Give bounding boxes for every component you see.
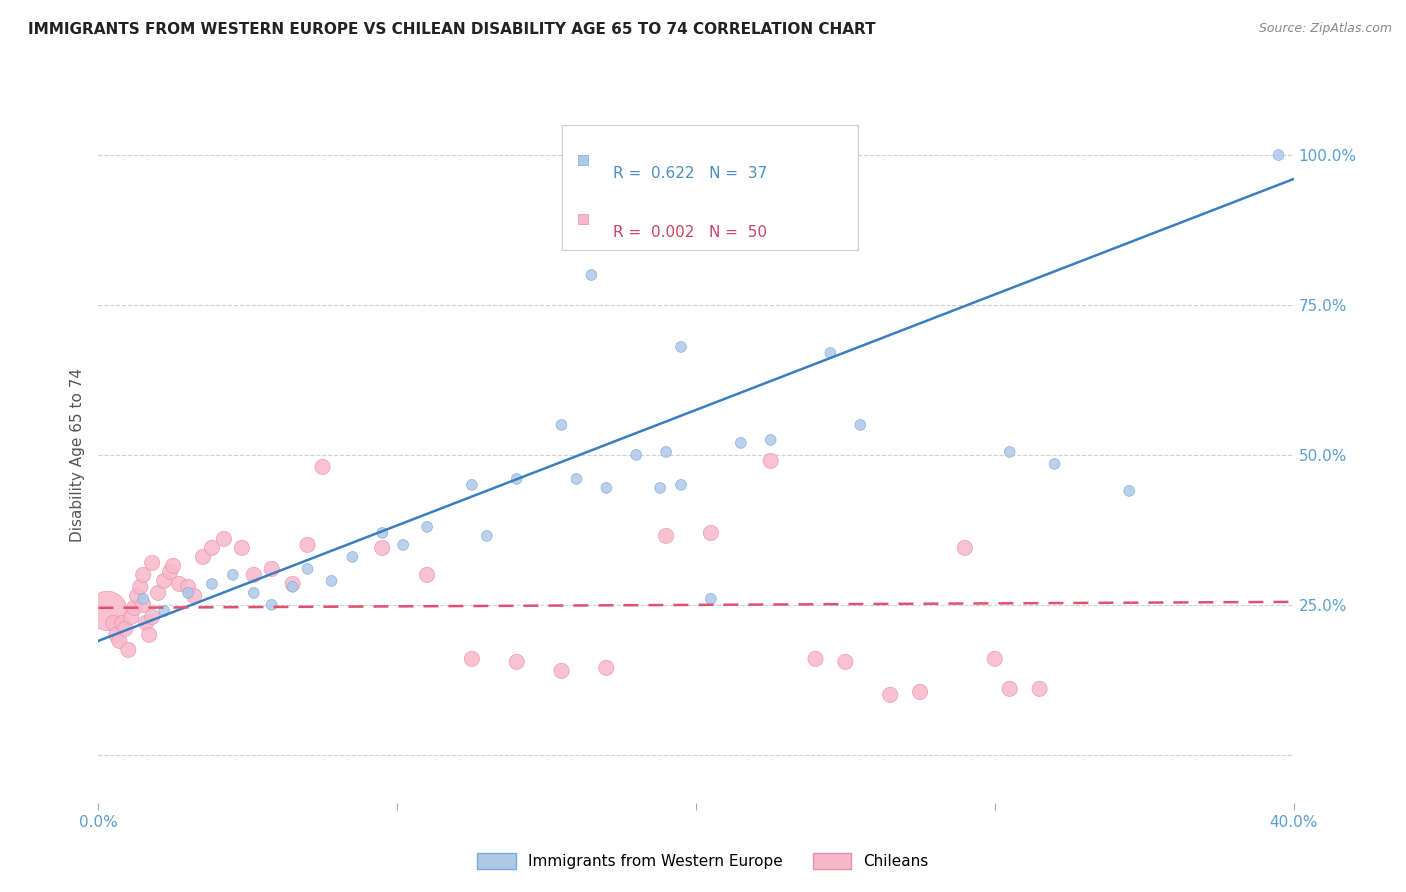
Point xyxy=(177,586,200,600)
Point xyxy=(120,610,142,624)
Point xyxy=(148,586,170,600)
Point xyxy=(311,459,333,474)
Point xyxy=(416,520,439,534)
Point xyxy=(700,525,723,540)
Point xyxy=(953,541,976,555)
Point xyxy=(998,445,1021,459)
Point xyxy=(281,580,304,594)
Point xyxy=(581,268,603,282)
Point xyxy=(111,615,134,630)
Point xyxy=(730,148,752,162)
Point xyxy=(759,433,782,447)
Point xyxy=(624,448,647,462)
Point xyxy=(655,445,678,459)
Point xyxy=(730,436,752,450)
Point xyxy=(114,622,136,636)
Legend: Immigrants from Western Europe, Chileans: Immigrants from Western Europe, Chileans xyxy=(471,847,935,875)
Point xyxy=(572,153,595,167)
Point xyxy=(461,478,484,492)
Point xyxy=(834,655,856,669)
Point xyxy=(297,562,319,576)
Point xyxy=(983,652,1005,666)
Point xyxy=(132,567,155,582)
Point xyxy=(669,478,692,492)
Point xyxy=(231,541,253,555)
Point xyxy=(105,628,128,642)
Point xyxy=(260,562,283,576)
Point xyxy=(1028,681,1050,696)
Text: R =  0.622   N =  37: R = 0.622 N = 37 xyxy=(613,166,766,181)
Point xyxy=(572,211,595,226)
Point xyxy=(222,567,245,582)
Point xyxy=(201,577,224,591)
Point xyxy=(167,577,190,591)
Point xyxy=(1267,148,1289,162)
Point xyxy=(461,652,484,666)
Point xyxy=(281,577,304,591)
Point xyxy=(177,580,200,594)
Point xyxy=(550,664,572,678)
Point xyxy=(260,598,283,612)
Point xyxy=(243,567,266,582)
Point xyxy=(759,454,782,468)
Point xyxy=(998,681,1021,696)
Point xyxy=(655,529,678,543)
Point xyxy=(127,589,149,603)
Point xyxy=(392,538,415,552)
Point xyxy=(141,556,163,570)
Point xyxy=(595,481,617,495)
Point xyxy=(162,558,184,573)
Point xyxy=(96,604,118,618)
Point xyxy=(212,532,235,546)
Y-axis label: Disability Age 65 to 74: Disability Age 65 to 74 xyxy=(69,368,84,542)
Point xyxy=(135,615,157,630)
Point xyxy=(138,628,160,642)
Point xyxy=(700,591,723,606)
Text: Source: ZipAtlas.com: Source: ZipAtlas.com xyxy=(1258,22,1392,36)
Point xyxy=(141,610,163,624)
Point xyxy=(201,541,224,555)
Point xyxy=(159,565,181,579)
Point xyxy=(132,598,155,612)
Point xyxy=(371,541,394,555)
Point xyxy=(820,346,842,360)
Point xyxy=(191,549,214,564)
Text: R =  0.002   N =  50: R = 0.002 N = 50 xyxy=(613,225,766,240)
Point xyxy=(371,525,394,540)
Point xyxy=(908,685,931,699)
Point xyxy=(124,600,146,615)
Point xyxy=(506,655,529,669)
Point xyxy=(648,481,672,495)
Point xyxy=(342,549,364,564)
Point xyxy=(849,417,872,432)
Point xyxy=(108,633,131,648)
Point xyxy=(1118,483,1140,498)
Text: IMMIGRANTS FROM WESTERN EUROPE VS CHILEAN DISABILITY AGE 65 TO 74 CORRELATION CH: IMMIGRANTS FROM WESTERN EUROPE VS CHILEA… xyxy=(28,22,876,37)
Point xyxy=(804,652,827,666)
Point xyxy=(879,688,901,702)
Point xyxy=(321,574,343,588)
Point xyxy=(475,529,498,543)
Point xyxy=(700,148,723,162)
Point xyxy=(117,643,139,657)
Point xyxy=(565,472,588,486)
Point xyxy=(1043,457,1066,471)
Point xyxy=(669,340,692,354)
Point xyxy=(132,591,155,606)
Point xyxy=(183,589,205,603)
Point xyxy=(103,615,125,630)
Point xyxy=(506,472,529,486)
Point xyxy=(550,417,572,432)
Point xyxy=(153,574,176,588)
Point xyxy=(153,604,176,618)
Point xyxy=(595,661,617,675)
Point xyxy=(243,586,266,600)
Point xyxy=(416,567,439,582)
Point xyxy=(297,538,319,552)
Point xyxy=(129,580,152,594)
